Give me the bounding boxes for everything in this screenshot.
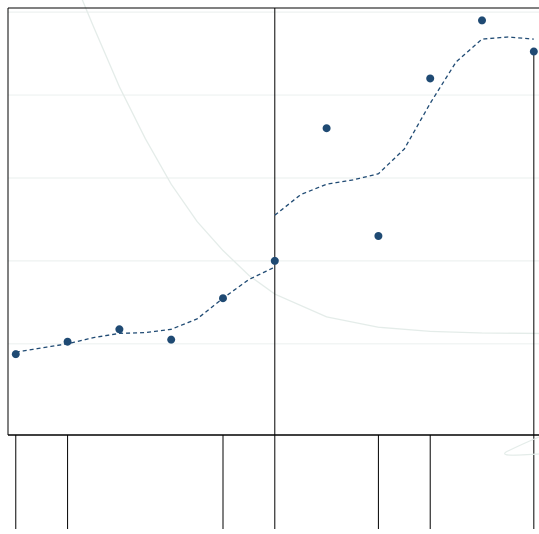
edge-squiggle [504, 436, 539, 456]
data-point-4 [218, 294, 227, 303]
data-point-2 [115, 325, 124, 334]
fit-line-layer [15, 36, 534, 353]
data-point-10 [529, 47, 538, 56]
fit-line [15, 36, 534, 353]
rug-layer [15, 435, 539, 529]
axes-layer [7, 7, 539, 436]
data-point-6 [322, 124, 331, 133]
background-curve-layer [81, 0, 539, 335]
points-layer [11, 16, 538, 359]
data-point-8 [426, 74, 435, 83]
grid-layer [8, 11, 539, 345]
data-point-5 [270, 256, 279, 265]
data-point-0 [11, 350, 20, 359]
data-point-3 [167, 335, 176, 344]
data-point-1 [63, 337, 72, 346]
data-point-7 [374, 232, 383, 241]
background-curve [81, 0, 539, 335]
data-point-9 [478, 16, 487, 25]
